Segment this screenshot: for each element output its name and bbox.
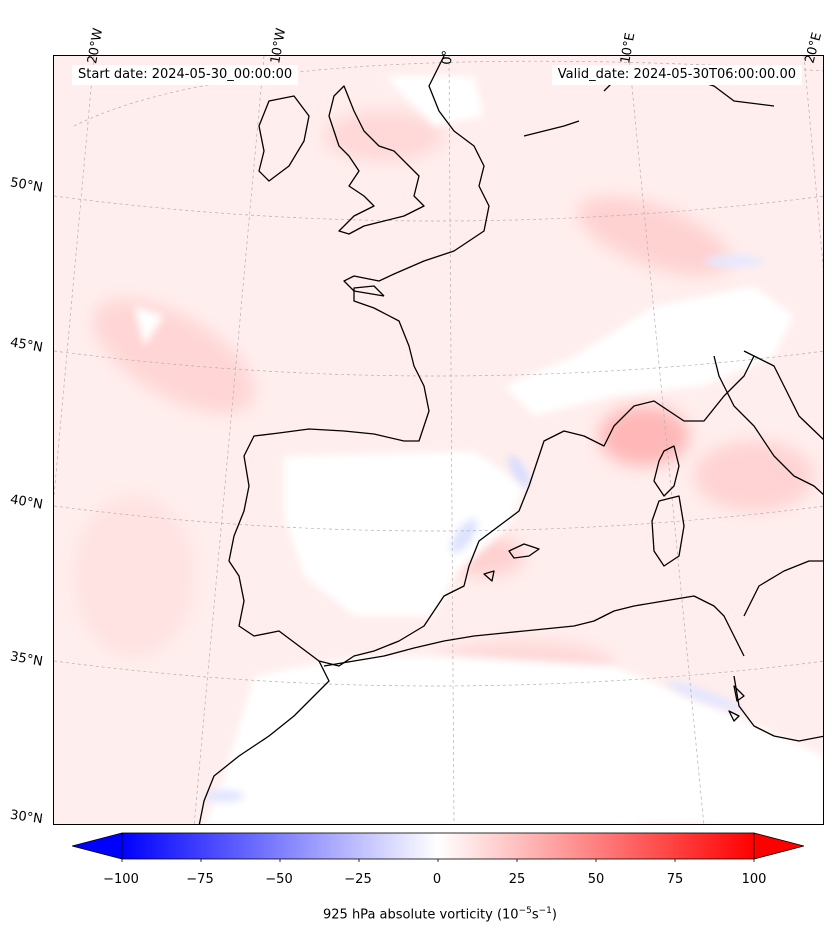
colorbar-tick-label: 75 [666,872,684,887]
lat-label-45n: 45°N [8,335,44,356]
start-date-label: Start date: 2024-05-30_00:00:00 [72,65,299,85]
lat-label-40n: 40°N [8,492,44,513]
valid-date-label: Valid_date: 2024-05-30T06:00:00.00 [551,65,802,85]
colorbar-tick-label: −75 [186,872,214,887]
colorbar-tick-label: 25 [508,872,526,887]
colorbar-tick-label: 100 [741,872,767,887]
colorbar-tick-label: 0 [432,872,442,887]
coastlines [198,56,823,824]
colorbar-label: 925 hPa absolute vorticity (10−5s−1) [0,906,832,922]
graticule [54,56,823,824]
lat-label-50n: 50°N [8,175,44,196]
colorbar-label-main: 925 hPa absolute vorticity (10 [323,907,519,923]
vorticity-map [54,56,823,824]
colorbar-label-exp1: −5 [518,906,532,916]
colorbar-tick-label: 50 [587,872,605,887]
colorbar-label-exp2: −1 [538,906,552,916]
negative-vorticity-patches [204,255,764,802]
colorbar-min-extend [72,832,123,860]
lon-label-0: 0° [440,49,456,65]
lat-label-30n: 30°N [9,807,44,828]
colorbar-label-mid: s [531,907,539,923]
colorbar-tick-label: −50 [265,872,293,887]
map-panel [53,55,824,825]
colorbar-tick-label: −100 [103,872,139,887]
low-vorticity-areas [134,76,823,824]
lat-label-35n: 35°N [8,649,44,670]
colorbar-tick-label: −25 [344,872,372,887]
colorbar-gradient [121,832,755,860]
colorbar-label-end: ) [551,907,557,923]
colorbar-max-extend [753,832,804,860]
colorbar [72,832,804,862]
